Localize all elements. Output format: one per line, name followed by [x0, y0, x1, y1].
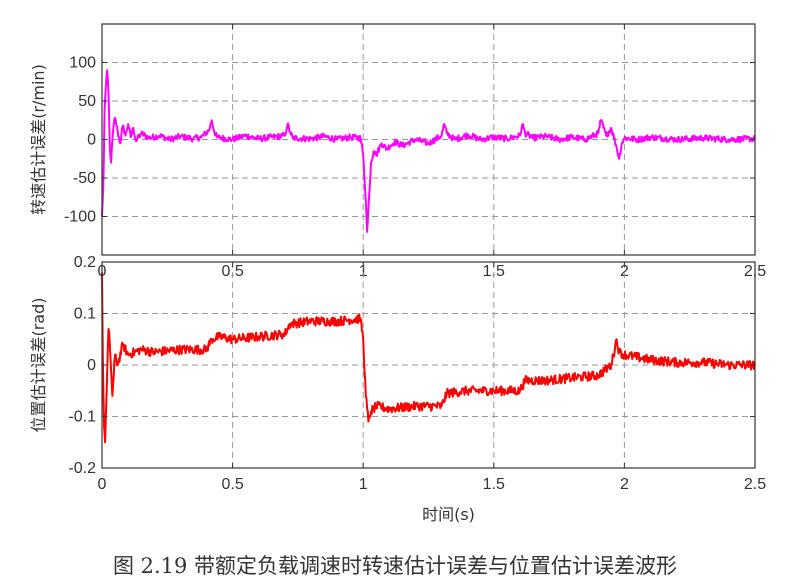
y-tick-label: -0.2	[68, 460, 96, 477]
x-tick-label: 0.5	[221, 263, 243, 280]
y-tick-label: 0.2	[74, 254, 96, 271]
y-tick-label: -50	[73, 170, 96, 187]
x-tick-label: 0.5	[221, 476, 243, 493]
series-line	[101, 272, 756, 444]
x-tick-label: 0	[98, 476, 107, 493]
x-tick-label: 2	[620, 476, 629, 493]
y-tick-label: -0.1	[68, 409, 96, 426]
x-axis-label: 时间(s)	[422, 505, 475, 524]
y-tick-label: 0.1	[74, 306, 96, 323]
x-tick-label: 1.5	[483, 476, 505, 493]
y-tick-label: -100	[64, 209, 96, 226]
x-tick-label: 2.5	[744, 476, 766, 493]
x-tick-label: 2	[620, 263, 629, 280]
y-tick-label: 0	[87, 132, 96, 149]
y-tick-label: 100	[69, 55, 96, 72]
figure-caption: 图 2.19 带额定负载调速时转速估计误差与位置估计误差波形	[112, 554, 678, 578]
series-line	[101, 69, 756, 233]
x-tick-label: 1	[359, 476, 368, 493]
x-tick-label: 1	[359, 263, 368, 280]
x-tick-label: 1.5	[483, 263, 505, 280]
y-tick-label: 0	[87, 357, 96, 374]
y-tick-label: 50	[78, 93, 96, 110]
chart-svg: 0 0.5 1 1.5 2 2.5 -100 -50 0 50 100 转速估计误差(r/min) 0 0…	[29, 23, 766, 524]
y-axis-label: 转速估计误差(r/min)	[29, 64, 48, 215]
y-axis-label: 位置估计误差(rad)	[29, 297, 48, 432]
